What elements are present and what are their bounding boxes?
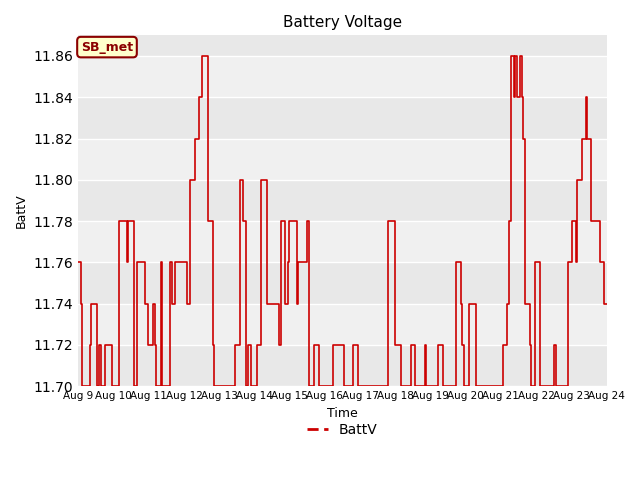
BattV: [250, 384, 257, 389]
BattV: [318, 384, 326, 389]
Text: SB_met: SB_met: [81, 41, 133, 54]
BattV: [74, 260, 82, 265]
BattV: [198, 53, 206, 59]
BattV: [603, 301, 611, 307]
Legend: BattV: BattV: [301, 417, 383, 443]
Bar: [78, 221, 607, 263]
BattV: [230, 384, 238, 389]
Line: BattV: BattV: [78, 56, 607, 386]
BattV: [461, 384, 469, 389]
Title: Battery Voltage: Battery Voltage: [283, 15, 402, 30]
BattV: [536, 384, 544, 389]
Bar: [78, 139, 607, 180]
Y-axis label: BattV: BattV: [15, 193, 28, 228]
BattV: [225, 384, 232, 389]
BattV: [78, 384, 86, 389]
Bar: [78, 180, 607, 221]
Bar: [78, 263, 607, 304]
Bar: [78, 345, 607, 386]
Bar: [78, 304, 607, 345]
Bar: [78, 56, 607, 97]
X-axis label: Time: Time: [327, 407, 358, 420]
Bar: [78, 97, 607, 139]
